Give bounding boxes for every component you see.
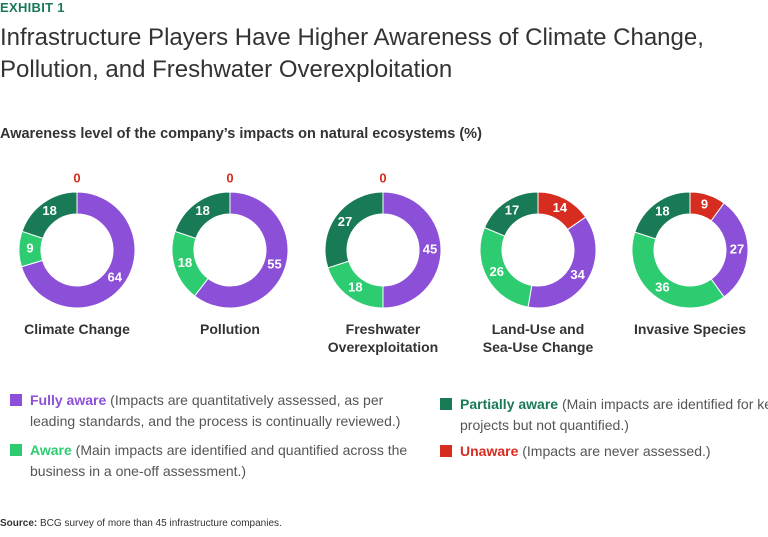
value-label: 27 bbox=[338, 214, 352, 229]
legend-name: Aware bbox=[30, 442, 72, 458]
legend-description: (Main impacts are identified for key pro… bbox=[460, 396, 768, 433]
value-label: 14 bbox=[553, 200, 568, 215]
value-label: 64 bbox=[108, 269, 123, 284]
chart-title: Invasive Species bbox=[633, 321, 747, 337]
value-label: 0 bbox=[73, 170, 80, 185]
value-label: 0 bbox=[226, 170, 233, 185]
donut-segment bbox=[21, 191, 78, 240]
chart-title: Climate Change bbox=[24, 321, 130, 337]
legend-name: Unaware bbox=[460, 443, 519, 459]
legend-description: (Impacts are never assessed.) bbox=[522, 443, 711, 459]
value-label: 0 bbox=[379, 170, 386, 185]
value-label: 26 bbox=[490, 264, 504, 279]
value-label: 18 bbox=[195, 203, 209, 218]
donut-segment bbox=[174, 191, 231, 240]
legend-description: (Main impacts are identified and quantif… bbox=[30, 442, 408, 479]
value-label: 18 bbox=[42, 203, 56, 218]
chart-title: Freshwater Overexploitation bbox=[327, 321, 439, 355]
value-label: 18 bbox=[348, 279, 362, 294]
value-label: 27 bbox=[730, 241, 744, 256]
value-label: 34 bbox=[570, 267, 585, 282]
value-label: 36 bbox=[655, 279, 669, 294]
donut-segment bbox=[324, 191, 384, 269]
donut-segment bbox=[631, 231, 725, 309]
legend-name: Fully aware bbox=[30, 392, 107, 408]
chart-title: Land-Use and Sea-Use Change bbox=[482, 321, 594, 355]
legend-entry: Fully aware (Impacts are quantitatively … bbox=[30, 390, 420, 432]
title: Infrastructure Players Have Higher Aware… bbox=[0, 24, 704, 83]
donut-segment bbox=[483, 191, 539, 237]
legend-name: Partially aware bbox=[460, 396, 559, 412]
donut-segment bbox=[20, 191, 136, 309]
donut-segment bbox=[634, 191, 691, 240]
value-label: 45 bbox=[423, 241, 437, 256]
value-label: 55 bbox=[267, 257, 281, 272]
legend-description: (Impacts are quantitatively assessed, as… bbox=[30, 392, 401, 429]
value-label: 18 bbox=[178, 255, 192, 270]
exhibit-label: EXHIBIT 1 bbox=[0, 0, 65, 15]
legend-swatch bbox=[10, 394, 22, 406]
legend-entry: Aware (Main impacts are identified and q… bbox=[30, 440, 420, 482]
legend-swatch bbox=[10, 444, 22, 456]
legend-entry: Partially aware (Main impacts are identi… bbox=[460, 394, 768, 436]
legend-swatch bbox=[440, 445, 452, 457]
value-label: 9 bbox=[26, 241, 33, 256]
legend-swatch bbox=[440, 398, 452, 410]
source-label: Source: bbox=[0, 518, 38, 529]
donut-segment bbox=[382, 191, 442, 309]
value-label: 9 bbox=[701, 197, 708, 212]
chart-title: Pollution bbox=[200, 321, 260, 337]
donut-segment bbox=[479, 226, 533, 308]
donut-segment bbox=[527, 216, 597, 309]
source-text: BCG survey of more than 45 infrastructur… bbox=[40, 518, 282, 529]
charts: 0 64 9 18 0 55 18 18 0 45 18 27 14 34 26 17 9 27 36 18 bbox=[18, 170, 749, 309]
source: Source: BCG survey of more than 45 infra… bbox=[0, 518, 282, 529]
subtitle: Awareness level of the company’s impacts… bbox=[0, 126, 482, 142]
value-label: 17 bbox=[505, 202, 519, 217]
donut-segment bbox=[193, 191, 289, 309]
legend-entry: Unaware (Impacts are never assessed.) bbox=[460, 441, 768, 462]
value-label: 18 bbox=[655, 203, 669, 218]
